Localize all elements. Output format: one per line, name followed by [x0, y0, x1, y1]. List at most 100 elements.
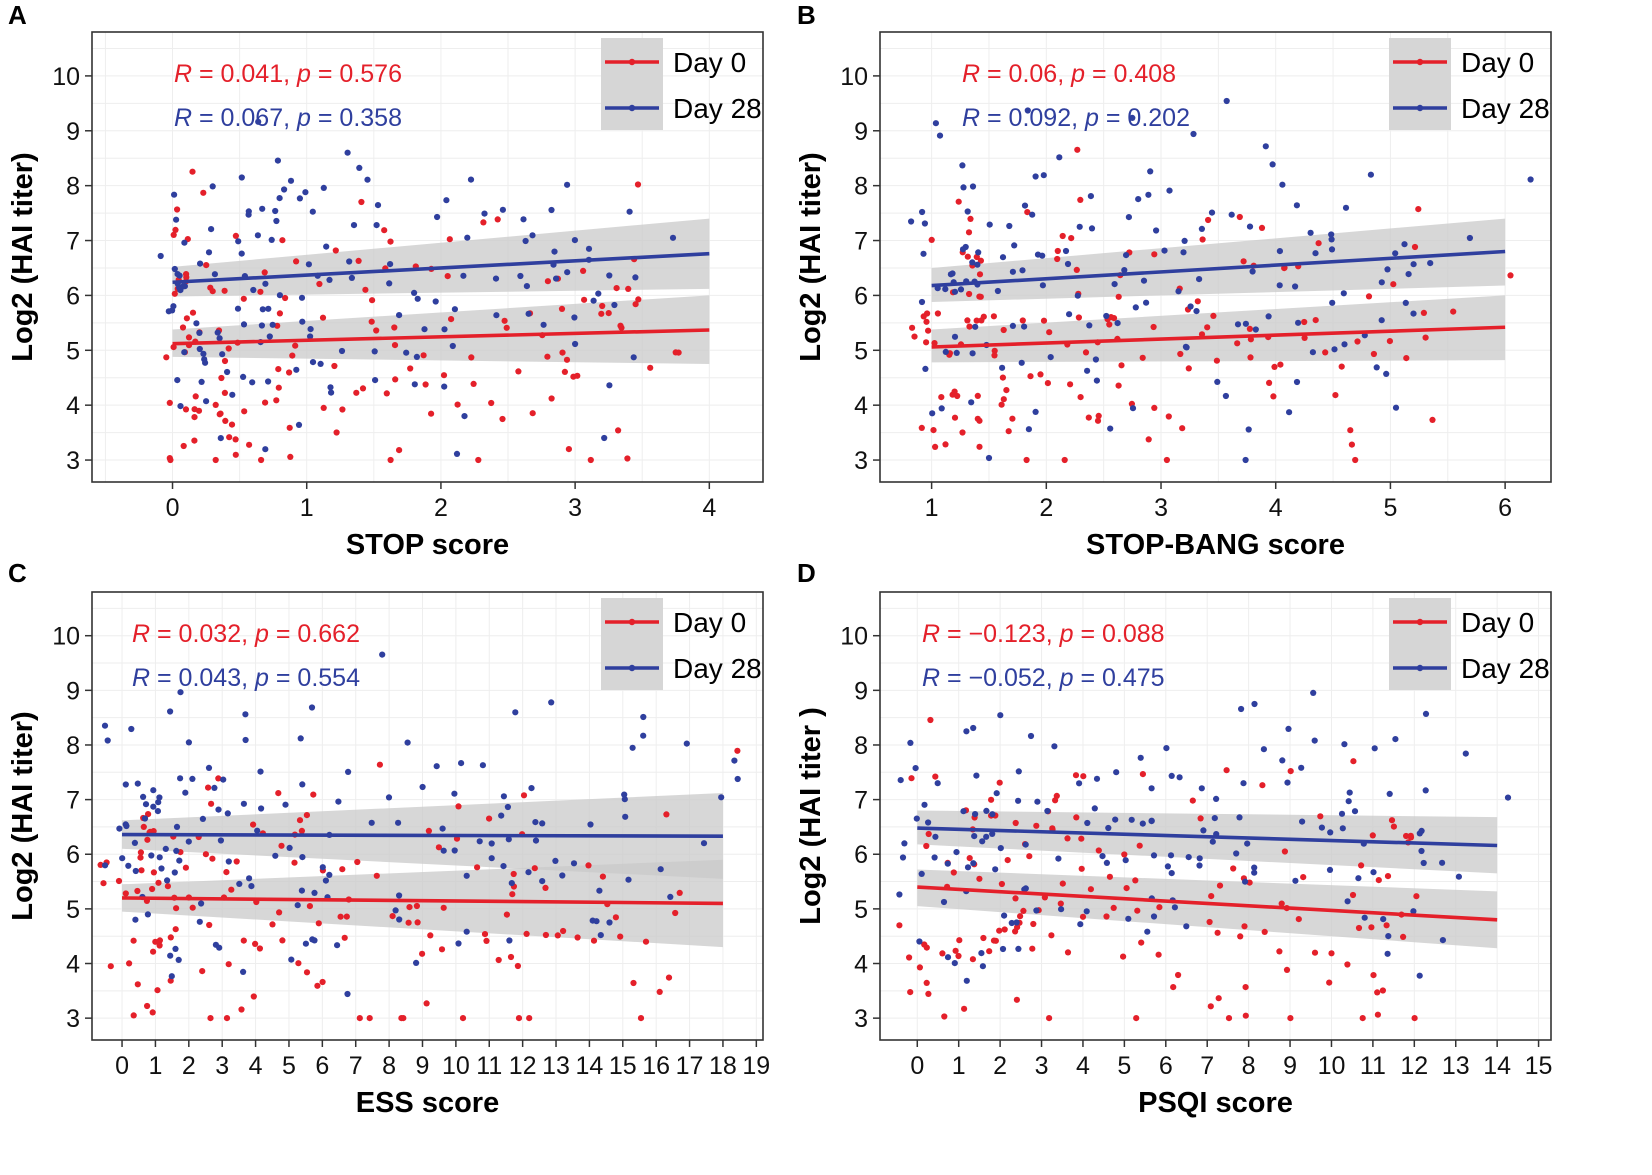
data-point-day28 [1168, 772, 1175, 780]
data-point-day28 [901, 840, 908, 847]
data-point-day28 [1223, 97, 1230, 105]
data-point-day28 [1455, 873, 1462, 880]
data-point-day28 [1107, 425, 1114, 432]
data-point-day0 [1151, 251, 1158, 258]
data-point-day28 [476, 838, 483, 845]
stat-r-value: = 0.032, [150, 620, 255, 648]
data-point-day0 [1403, 355, 1410, 362]
data-point-day0 [1295, 916, 1302, 923]
data-point-day28 [517, 272, 524, 280]
data-point-day0 [226, 434, 233, 441]
data-point-day28 [1466, 234, 1473, 242]
data-point-day0 [163, 354, 170, 361]
data-point-day0 [483, 937, 490, 945]
data-point-day28 [463, 928, 470, 935]
data-point-day0 [1348, 441, 1355, 448]
fit-line-day28 [172, 251, 710, 285]
data-point-day28 [1076, 223, 1083, 230]
data-point-day28 [432, 298, 439, 305]
data-point-day28 [951, 288, 959, 295]
data-point-day28 [520, 216, 527, 223]
data-point-day28 [1401, 241, 1408, 248]
data-point-day28 [272, 207, 279, 215]
data-point-day0 [1199, 236, 1206, 243]
data-point-day28 [1345, 798, 1352, 805]
data-point-day28 [311, 937, 318, 944]
data-point-day28 [1238, 705, 1245, 713]
y-tick-label: 5 [854, 337, 868, 365]
data-point-day0 [480, 219, 487, 226]
data-point-day28 [1293, 378, 1301, 386]
data-point-day28 [1009, 322, 1017, 329]
data-point-day0 [1311, 949, 1319, 956]
data-point-day0 [1407, 832, 1414, 839]
data-point-day0 [1369, 832, 1376, 839]
data-point-day0 [1072, 772, 1080, 779]
data-point-day28 [963, 728, 970, 735]
data-point-day0 [279, 237, 286, 244]
data-point-day28 [559, 872, 566, 879]
x-tick-label: 12 [509, 1052, 537, 1080]
data-point-day0 [256, 945, 263, 952]
stat-p-symbol: p [296, 60, 311, 88]
data-point-day0 [276, 310, 283, 317]
data-point-day28 [168, 973, 175, 980]
data-point-day0 [999, 374, 1007, 381]
legend-key-dot [628, 104, 636, 112]
data-point-day28 [1328, 236, 1335, 243]
fit-line-day0 [931, 325, 1506, 349]
data-point-day28 [479, 762, 486, 769]
data-point-day0 [164, 883, 171, 890]
data-point-day0 [923, 318, 930, 325]
legend: Day 0 Day 28 [1389, 598, 1550, 690]
data-point-day28 [1147, 168, 1154, 175]
data-point-day28 [969, 259, 976, 266]
data-point-day28 [327, 384, 334, 391]
data-point-day0 [319, 978, 326, 986]
data-point-day28 [413, 959, 420, 967]
data-point-day0 [391, 324, 398, 331]
data-point-day28 [908, 218, 915, 225]
data-point-day0 [630, 979, 637, 987]
data-point-day28 [1361, 914, 1368, 921]
data-point-day0 [337, 913, 344, 920]
y-tick-label: 8 [854, 732, 868, 760]
data-point-day28 [953, 849, 960, 856]
data-point-day28 [173, 847, 180, 855]
data-point-day0 [250, 993, 257, 1000]
data-point-day28 [1121, 267, 1128, 274]
data-point-day28 [1262, 143, 1269, 150]
data-point-day0 [1246, 325, 1253, 332]
data-point-day0 [618, 324, 625, 331]
data-point-day0 [656, 988, 663, 996]
data-point-day28 [925, 819, 932, 826]
data-point-day28 [249, 379, 256, 386]
data-point-day28 [564, 181, 571, 188]
data-point-day28 [1242, 456, 1249, 464]
data-point-day0 [1054, 255, 1061, 263]
data-point-day28 [1338, 810, 1346, 817]
data-point-day28 [1027, 732, 1035, 740]
x-tick-label: 11 [1360, 1052, 1386, 1080]
stat-r-value: = 0.067, [192, 104, 297, 132]
data-point-day28 [1006, 222, 1013, 230]
data-point-day0 [559, 349, 566, 356]
data-point-day28 [1103, 312, 1110, 320]
data-point-day0 [1009, 415, 1016, 422]
x-tick-label: 6 [315, 1052, 329, 1080]
data-point-day28 [1137, 754, 1144, 761]
data-point-day28 [209, 183, 216, 190]
data-point-day28 [1307, 229, 1314, 236]
data-point-day28 [1284, 779, 1291, 786]
data-point-day0 [392, 376, 399, 383]
data-point-day0 [1120, 953, 1127, 960]
data-point-day28 [1386, 790, 1393, 798]
data-point-day28 [1132, 304, 1139, 311]
data-point-day0 [405, 919, 412, 926]
data-point-day28 [960, 184, 967, 191]
data-point-day28 [1140, 277, 1148, 284]
data-point-day0 [1087, 886, 1094, 893]
data-point-day0 [331, 362, 338, 370]
data-point-day28 [640, 732, 647, 739]
data-point-day0 [1247, 354, 1254, 361]
